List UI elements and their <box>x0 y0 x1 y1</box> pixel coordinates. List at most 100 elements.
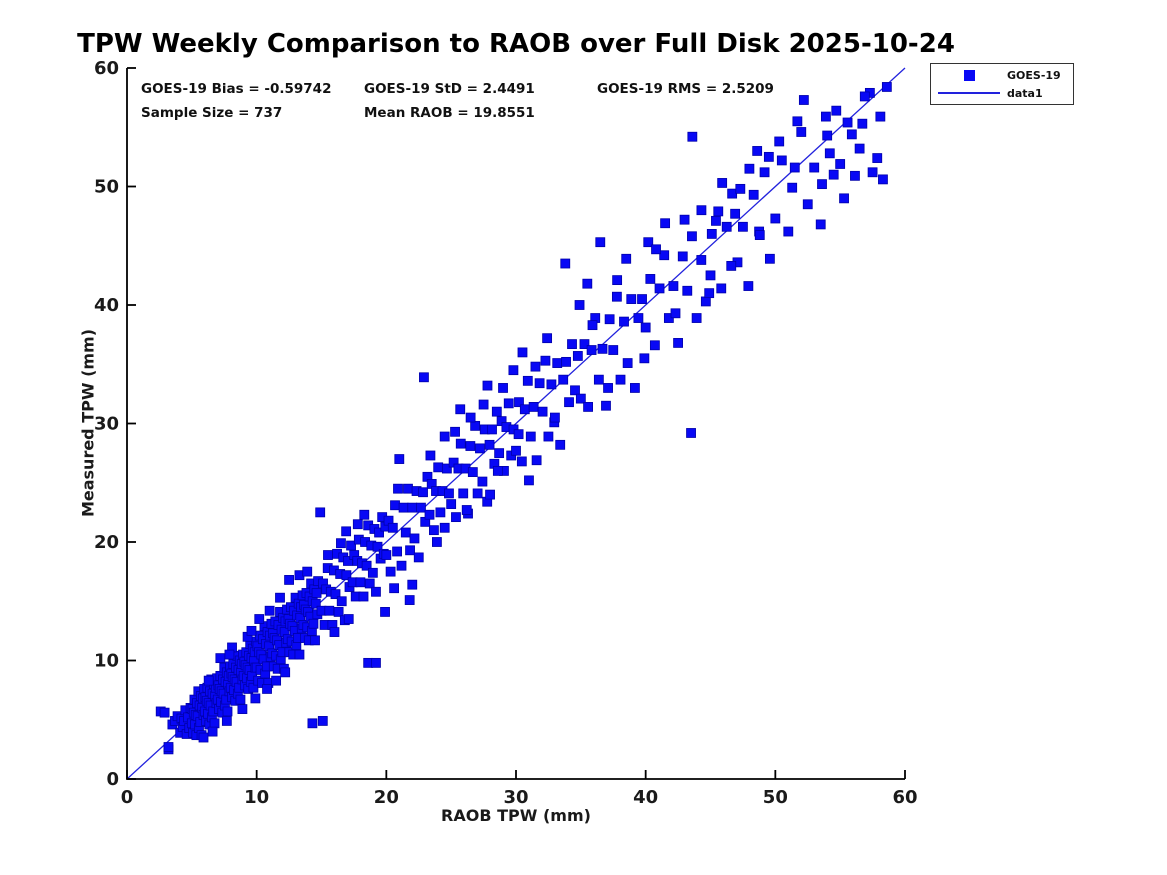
scatter-point <box>419 372 429 383</box>
scatter-point <box>604 314 615 325</box>
scatter-point <box>560 258 571 269</box>
scatter-point <box>691 313 702 323</box>
scatter-point <box>359 509 370 520</box>
legend-label: data1 <box>1007 86 1043 100</box>
scatter-point <box>424 509 435 520</box>
scatter-point <box>221 716 232 726</box>
scatter-point <box>540 355 551 366</box>
scatter-point <box>835 159 846 169</box>
scatter-point <box>705 270 716 281</box>
scatter-point <box>361 560 372 571</box>
y-axis-label: Measured TPW (mm) <box>78 328 98 518</box>
scatter-point <box>485 489 495 500</box>
scatter-point <box>264 605 275 616</box>
scatter-point <box>704 288 715 299</box>
scatter-point <box>822 130 833 141</box>
scatter-point <box>651 244 661 255</box>
scatter-point <box>198 732 209 743</box>
scatter-point <box>472 488 483 499</box>
scatter-point <box>503 398 514 409</box>
scatter-point <box>525 431 536 442</box>
scatter-point <box>831 105 842 116</box>
scatter-point <box>271 675 282 686</box>
scatter-point <box>713 206 724 217</box>
scatter-point <box>355 577 366 588</box>
scatter-point <box>478 399 489 410</box>
y-tick-label: 50 <box>94 177 119 198</box>
scatter-point <box>482 380 493 391</box>
scatter-point <box>716 283 727 294</box>
scatter-point <box>564 397 574 408</box>
scatter-point <box>531 455 542 466</box>
scatter-point <box>817 179 827 190</box>
y-tick-label: 0 <box>106 769 119 790</box>
scatter-point <box>542 333 553 344</box>
scatter-point <box>555 439 566 450</box>
scatter-point <box>280 667 291 678</box>
scatter-point <box>587 320 598 331</box>
square-marker-icon <box>963 69 975 81</box>
scatter-point <box>294 649 305 660</box>
scatter-point <box>530 361 541 372</box>
scatter-point <box>387 522 398 533</box>
scatter-point <box>396 560 407 571</box>
scatter-point <box>582 278 593 289</box>
scatter-point <box>222 706 233 717</box>
scatter-point <box>346 540 356 551</box>
scatter-point <box>262 684 272 694</box>
scatter-point <box>645 274 656 284</box>
scatter-point <box>726 260 737 271</box>
scatter-point <box>315 507 326 518</box>
scatter-point <box>380 607 390 617</box>
legend-item-goes19: GOES-19 <box>931 67 1073 83</box>
scatter-point <box>859 91 870 102</box>
scatter-point <box>413 552 424 563</box>
scatter-point <box>389 583 400 594</box>
scatter-point <box>593 374 604 385</box>
scatter-point <box>159 707 170 718</box>
scatter-point <box>250 693 261 704</box>
scatter-point <box>394 454 405 464</box>
scatter-point <box>717 178 728 188</box>
scatter-point <box>798 95 809 105</box>
scatter-point <box>432 537 442 547</box>
scatter-point <box>203 675 214 686</box>
scatter-point <box>311 588 322 598</box>
scatter-point <box>875 111 886 122</box>
scatter-point <box>550 412 560 423</box>
scatter-point <box>477 476 488 487</box>
scatter-point <box>310 635 320 646</box>
scatter-point <box>696 255 707 265</box>
scatter-point <box>371 657 381 668</box>
scatter-point <box>867 167 878 178</box>
scatter-point <box>639 353 650 364</box>
scatter-point <box>752 146 763 156</box>
legend-swatch <box>931 69 1007 81</box>
scatter-point <box>842 117 853 128</box>
scatter-point <box>574 300 585 310</box>
scatter-point <box>246 625 257 636</box>
x-tick-label: 20 <box>374 787 399 808</box>
scatter-point <box>824 148 835 159</box>
x-tick-label: 50 <box>763 787 788 808</box>
scatter-point <box>343 614 354 624</box>
scatter-point <box>307 718 318 729</box>
x-tick-label: 40 <box>633 787 658 808</box>
scatter-point <box>393 483 403 494</box>
scatter-point <box>572 351 583 361</box>
scatter-point <box>612 275 623 286</box>
scatter-point <box>601 400 611 411</box>
scatter-point <box>668 281 679 291</box>
scatter-point <box>854 143 865 154</box>
y-tick-label: 60 <box>94 58 119 79</box>
scatter-point <box>441 463 452 474</box>
scatter-point <box>364 578 375 589</box>
scatter-point <box>735 183 746 194</box>
scatter-point <box>881 82 892 92</box>
scatter-point <box>682 285 693 296</box>
scatter-point <box>403 483 413 494</box>
scatter-point <box>352 519 363 530</box>
x-axis-label: RAOB TPW (mm) <box>441 806 591 825</box>
scatter-point <box>439 522 450 533</box>
